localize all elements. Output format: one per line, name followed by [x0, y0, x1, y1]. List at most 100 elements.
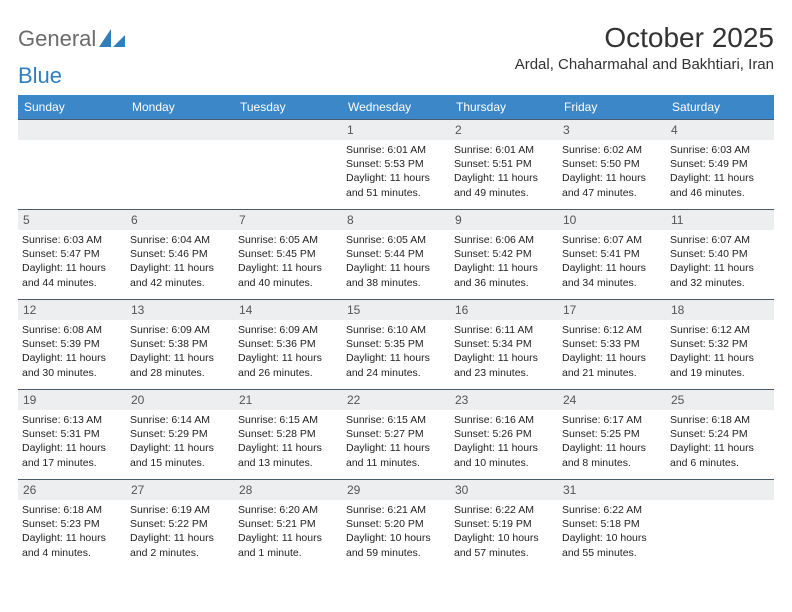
- sun-info: Sunrise: 6:08 AMSunset: 5:39 PMDaylight:…: [22, 323, 122, 380]
- day-number: 21: [234, 389, 342, 410]
- calendar-cell: 4Sunrise: 6:03 AMSunset: 5:49 PMDaylight…: [666, 119, 774, 209]
- daylight-text: Daylight: 11 hours and 24 minutes.: [346, 351, 446, 379]
- sunset-text: Sunset: 5:46 PM: [130, 247, 230, 261]
- sunrise-text: Sunrise: 6:01 AM: [454, 143, 554, 157]
- sunrise-text: Sunrise: 6:02 AM: [562, 143, 662, 157]
- sunset-text: Sunset: 5:42 PM: [454, 247, 554, 261]
- calendar-cell: [126, 119, 234, 209]
- day-number: 12: [18, 299, 126, 320]
- sun-info: Sunrise: 6:05 AMSunset: 5:44 PMDaylight:…: [346, 233, 446, 290]
- sunrise-text: Sunrise: 6:20 AM: [238, 503, 338, 517]
- calendar-cell: 12 Sunrise: 6:08 AMSunset: 5:39 PMDayligh…: [18, 299, 126, 389]
- sunrise-text: Sunrise: 6:22 AM: [562, 503, 662, 517]
- day-number: 19: [18, 389, 126, 410]
- calendar-cell: 19Sunrise: 6:13 AMSunset: 5:31 PMDayligh…: [18, 389, 126, 479]
- daylight-text: Daylight: 11 hours and 40 minutes.: [238, 261, 338, 289]
- daylight-text: Daylight: 11 hours and 13 minutes.: [238, 441, 338, 469]
- day-number: 5: [18, 209, 126, 230]
- calendar-cell: 20 Sunrise: 6:14 AMSunset: 5:29 PMDayligh…: [126, 389, 234, 479]
- sunrise-text: Sunrise: 6:21 AM: [346, 503, 446, 517]
- sunset-text: Sunset: 5:36 PM: [238, 337, 338, 351]
- sun-info: Sunrise: 6:09 AMSunset: 5:36 PMDaylight:…: [238, 323, 338, 380]
- calendar-cell: 25Sunrise: 6:18 AMSunset: 5:24 PMDayligh…: [666, 389, 774, 479]
- day-number: 1: [342, 119, 450, 140]
- day-number: 22: [342, 389, 450, 410]
- calendar-cell: 14Sunrise: 6:09 AMSunset: 5:36 PMDayligh…: [234, 299, 342, 389]
- daylight-text: Daylight: 11 hours and 46 minutes.: [670, 171, 770, 199]
- sunset-text: Sunset: 5:47 PM: [22, 247, 122, 261]
- calendar-page: General October 2025 Ardal, Chaharmahal …: [0, 0, 792, 569]
- sunset-text: Sunset: 5:51 PM: [454, 157, 554, 171]
- sunset-text: Sunset: 5:32 PM: [670, 337, 770, 351]
- calendar-week-row: 26 Sunrise: 6:18 AMSunset: 5:23 PMDayligh…: [18, 479, 774, 569]
- sunrise-text: Sunrise: 6:13 AM: [22, 413, 122, 427]
- sunset-text: Sunset: 5:26 PM: [454, 427, 554, 441]
- sun-info: Sunrise: 6:03 AMSunset: 5:49 PMDaylight:…: [670, 143, 770, 200]
- sunrise-text: Sunrise: 6:07 AM: [670, 233, 770, 247]
- day-number: 10: [558, 209, 666, 230]
- daylight-text: Daylight: 11 hours and 17 minutes.: [22, 441, 122, 469]
- day-number: 20: [126, 389, 234, 410]
- sunset-text: Sunset: 5:40 PM: [670, 247, 770, 261]
- daylight-text: Daylight: 10 hours and 55 minutes.: [562, 531, 662, 559]
- sunrise-text: Sunrise: 6:15 AM: [238, 413, 338, 427]
- calendar-cell: 30Sunrise: 6:22 AMSunset: 5:19 PMDayligh…: [450, 479, 558, 569]
- day-number: [126, 119, 234, 140]
- calendar-cell: 24Sunrise: 6:17 AMSunset: 5:25 PMDayligh…: [558, 389, 666, 479]
- calendar-cell: 29Sunrise: 6:21 AMSunset: 5:20 PMDayligh…: [342, 479, 450, 569]
- sunset-text: Sunset: 5:29 PM: [130, 427, 230, 441]
- day-number: [234, 119, 342, 140]
- sunrise-text: Sunrise: 6:06 AM: [454, 233, 554, 247]
- sun-info: Sunrise: 6:07 AMSunset: 5:40 PMDaylight:…: [670, 233, 770, 290]
- sunset-text: Sunset: 5:22 PM: [130, 517, 230, 531]
- sun-info: Sunrise: 6:01 AMSunset: 5:53 PMDaylight:…: [346, 143, 446, 200]
- daylight-text: Daylight: 11 hours and 38 minutes.: [346, 261, 446, 289]
- sunrise-text: Sunrise: 6:18 AM: [670, 413, 770, 427]
- daylight-text: Daylight: 11 hours and 8 minutes.: [562, 441, 662, 469]
- calendar-cell: [18, 119, 126, 209]
- sunrise-text: Sunrise: 6:15 AM: [346, 413, 446, 427]
- sunset-text: Sunset: 5:18 PM: [562, 517, 662, 531]
- calendar-cell: 17Sunrise: 6:12 AMSunset: 5:33 PMDayligh…: [558, 299, 666, 389]
- calendar-cell: [666, 479, 774, 569]
- sunset-text: Sunset: 5:33 PM: [562, 337, 662, 351]
- sunset-text: Sunset: 5:49 PM: [670, 157, 770, 171]
- calendar-cell: 15 Sunrise: 6:10 AMSunset: 5:35 PMDayligh…: [342, 299, 450, 389]
- day-number: 2: [450, 119, 558, 140]
- sunrise-text: Sunrise: 6:19 AM: [130, 503, 230, 517]
- calendar-cell: 16Sunrise: 6:11 AMSunset: 5:34 PMDayligh…: [450, 299, 558, 389]
- calendar-cell: 10Sunrise: 6:07 AMSunset: 5:41 PMDayligh…: [558, 209, 666, 299]
- day-header-row: Sunday Monday Tuesday Wednesday Thursday…: [18, 95, 774, 119]
- day-number: 3: [558, 119, 666, 140]
- day-number: 17: [558, 299, 666, 320]
- sunset-text: Sunset: 5:34 PM: [454, 337, 554, 351]
- day-number: 31: [558, 479, 666, 500]
- daylight-text: Daylight: 11 hours and 49 minutes.: [454, 171, 554, 199]
- calendar-cell: 7Sunrise: 6:05 AMSunset: 5:45 PMDaylight…: [234, 209, 342, 299]
- sun-info: Sunrise: 6:04 AMSunset: 5:46 PMDaylight:…: [130, 233, 230, 290]
- day-header: Tuesday: [234, 95, 342, 119]
- sun-info: Sunrise: 6:15 AMSunset: 5:27 PMDaylight:…: [346, 413, 446, 470]
- daylight-text: Daylight: 11 hours and 4 minutes.: [22, 531, 122, 559]
- sunrise-text: Sunrise: 6:09 AM: [130, 323, 230, 337]
- location: Ardal, Chaharmahal and Bakhtiari, Iran: [515, 56, 774, 73]
- calendar-cell: 5Sunrise: 6:03 AMSunset: 5:47 PMDaylight…: [18, 209, 126, 299]
- day-number: 24: [558, 389, 666, 410]
- sun-info: Sunrise: 6:09 AMSunset: 5:38 PMDaylight:…: [130, 323, 230, 380]
- sunrise-text: Sunrise: 6:08 AM: [22, 323, 122, 337]
- sun-info: Sunrise: 6:14 AMSunset: 5:29 PMDaylight:…: [130, 413, 230, 470]
- day-number: 15: [342, 299, 450, 320]
- day-number: [18, 119, 126, 140]
- day-number: 11: [666, 209, 774, 230]
- daylight-text: Daylight: 11 hours and 23 minutes.: [454, 351, 554, 379]
- sun-info: Sunrise: 6:16 AMSunset: 5:26 PMDaylight:…: [454, 413, 554, 470]
- day-number: 26: [18, 479, 126, 500]
- calendar-cell: 21Sunrise: 6:15 AMSunset: 5:28 PMDayligh…: [234, 389, 342, 479]
- daylight-text: Daylight: 10 hours and 57 minutes.: [454, 531, 554, 559]
- sunset-text: Sunset: 5:25 PM: [562, 427, 662, 441]
- day-header: Thursday: [450, 95, 558, 119]
- sun-info: Sunrise: 6:18 AMSunset: 5:23 PMDaylight:…: [22, 503, 122, 560]
- sun-info: Sunrise: 6:10 AMSunset: 5:35 PMDaylight:…: [346, 323, 446, 380]
- sunset-text: Sunset: 5:21 PM: [238, 517, 338, 531]
- day-number: 28: [234, 479, 342, 500]
